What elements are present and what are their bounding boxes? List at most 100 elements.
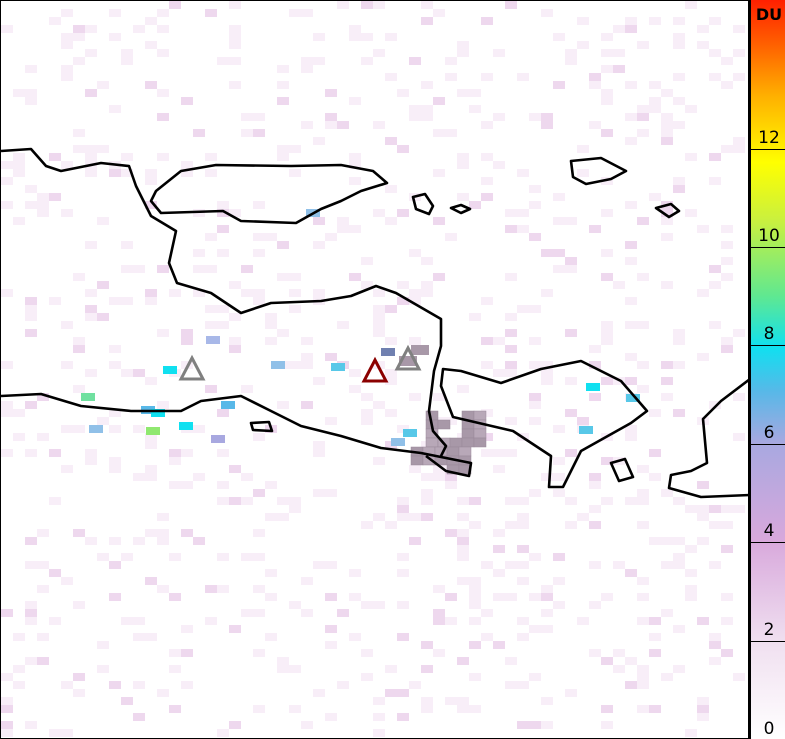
- so2-pixel: [229, 81, 241, 89]
- so2-pixel: [565, 217, 577, 225]
- so2-pixel: [529, 417, 541, 425]
- so2-pixel: [265, 569, 277, 577]
- volcano-triangle-icon: [178, 354, 206, 381]
- so2-pixel: [709, 633, 721, 641]
- so2-pixel: [385, 665, 397, 673]
- colorbar-tick-label: 12: [758, 127, 780, 148]
- so2-pixel: [481, 433, 493, 441]
- so2-pixel: [637, 521, 649, 529]
- so2-pixel: [709, 73, 721, 81]
- so2-pixel: [637, 489, 649, 497]
- so2-pixel: [625, 657, 637, 665]
- so2-pixel: [277, 145, 289, 153]
- so2-pixel: [373, 209, 385, 217]
- so2-pixel: [289, 601, 301, 609]
- so2-pixel: [589, 361, 601, 369]
- so2-pixel: [697, 25, 709, 33]
- so2-pixel: [146, 427, 160, 435]
- so2-pixel: [373, 1, 385, 9]
- so2-pixel: [421, 281, 433, 289]
- so2-pixel: [265, 321, 277, 329]
- so2-pixel: [541, 593, 553, 601]
- so2-pixel: [709, 521, 721, 529]
- so2-pixel: [253, 129, 265, 137]
- so2-pixel: [697, 537, 709, 545]
- so2-pixel: [61, 729, 73, 737]
- so2-pixel: [697, 225, 709, 233]
- so2-pixel: [25, 297, 37, 305]
- so2-pixel: [337, 1, 349, 9]
- so2-pixel: [313, 241, 325, 249]
- so2-pixel: [397, 713, 409, 721]
- so2-pixel: [361, 649, 373, 657]
- so2-pixel: [673, 121, 685, 129]
- so2-pixel: [109, 537, 121, 545]
- so2-pixel: [445, 57, 457, 65]
- so2-pixel: [157, 265, 169, 273]
- so2-pixel: [325, 625, 337, 633]
- so2-pixel: [601, 97, 613, 105]
- so2-pixel: [721, 241, 733, 249]
- so2-pixel: [229, 721, 241, 729]
- so2-pixel: [457, 537, 469, 545]
- so2-pixel: [241, 609, 253, 617]
- so2-pixel: [205, 169, 217, 177]
- so2-pixel: [289, 505, 301, 513]
- so2-pixel: [397, 145, 409, 153]
- so2-pixel: [637, 129, 649, 137]
- so2-pixel: [673, 497, 685, 505]
- so2-pixel: [709, 17, 721, 25]
- so2-pixel: [697, 513, 709, 521]
- so2-pixel: [637, 113, 649, 121]
- so2-pixel: [229, 209, 241, 217]
- so2-pixel: [637, 385, 649, 393]
- so2-pixel: [121, 153, 133, 161]
- so2-pixel: [733, 137, 745, 145]
- so2-pixel: [661, 89, 673, 97]
- so2-pixel: [673, 561, 685, 569]
- so2-pixel: [253, 553, 265, 561]
- so2-pixel: [49, 569, 61, 577]
- colorbar-tick-label: 8: [763, 324, 775, 345]
- so2-pixel: [517, 513, 529, 521]
- so2-pixel: [109, 297, 121, 305]
- so2-pixel: [481, 17, 493, 25]
- so2-pixel: [193, 265, 205, 273]
- so2-pixel: [349, 593, 361, 601]
- so2-pixel: [505, 209, 517, 217]
- so2-pixel: [601, 129, 613, 137]
- so2-pixel: [385, 337, 397, 345]
- so2-pixel: [469, 585, 481, 593]
- so2-pixel: [325, 121, 337, 129]
- so2-pixel: [399, 356, 417, 366]
- so2-pixel: [709, 401, 721, 409]
- coastline-bali: [439, 359, 649, 489]
- so2-pixel: [637, 321, 649, 329]
- so2-pixel: [271, 361, 285, 369]
- so2-pixel: [589, 393, 601, 401]
- so2-pixel: [673, 553, 685, 561]
- so2-pixel: [145, 377, 157, 385]
- so2-pixel: [211, 435, 225, 443]
- so2-pixel: [331, 363, 345, 371]
- so2-pixel: [325, 89, 337, 97]
- so2-pixel: [529, 201, 541, 209]
- so2-pixel: [637, 497, 649, 505]
- so2-pixel: [373, 457, 385, 465]
- so2-pixel: [601, 65, 613, 73]
- so2-pixel: [541, 121, 553, 129]
- so2-pixel: [481, 73, 493, 81]
- so2-pixel: [181, 97, 193, 105]
- colorbar-tick: [751, 148, 785, 150]
- so2-pixel: [409, 537, 421, 545]
- so2-pixel: [241, 553, 253, 561]
- so2-pixel: [421, 105, 433, 113]
- so2-pixel: [517, 545, 529, 553]
- so2-pixel: [637, 465, 649, 473]
- so2-pixel: [673, 41, 685, 49]
- so2-pixel: [277, 401, 289, 409]
- so2-pixel: [517, 497, 529, 505]
- so2-pixel: [313, 561, 325, 569]
- so2-pixel: [85, 145, 97, 153]
- so2-pixel: [661, 609, 673, 617]
